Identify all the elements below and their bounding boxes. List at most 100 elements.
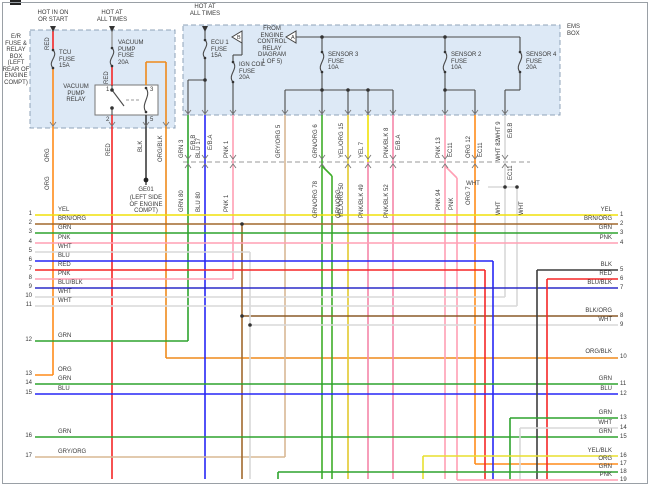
connector-chevron [501, 154, 509, 160]
connector-chevron [364, 109, 372, 115]
junction-dot [443, 88, 447, 92]
relay-coil [143, 87, 149, 113]
connector-chevron [471, 109, 479, 115]
ecu1-fuse-bottom-dot [203, 56, 207, 60]
wire-pnk-13-94 [444, 165, 458, 179]
ref-triangle-A [285, 30, 297, 44]
relay-pin-1: 1 [106, 87, 110, 93]
right-row-number-7: 7 [620, 285, 624, 291]
left-row-number-6: 6 [28, 257, 32, 263]
from-engine-control-label: FROM ENGINE CONTROL RELAY DIAGRAM 1 OF 5… [257, 26, 287, 65]
left-row-label-9: BLU/BLK [58, 280, 83, 286]
left-row-label-8: PNK [58, 271, 71, 277]
left-row-number-12: 12 [25, 337, 32, 343]
right-row-label-10: ORG/BLK [585, 349, 612, 355]
right-row-number-10: 10 [620, 354, 627, 360]
right-row-label-5: BLK [600, 262, 612, 268]
left-row-label-17: GRY/ORG [58, 449, 87, 455]
connector-chevron [318, 154, 326, 160]
left-row-number-17: 17 [25, 453, 32, 459]
junction-dot [443, 35, 447, 39]
right-row-label-3: GRN [598, 225, 612, 231]
left-row-number-4: 4 [28, 239, 32, 245]
left-row-label-3: GRN [58, 225, 72, 231]
tcu-fuse-top-dot [51, 48, 55, 52]
left-row-number-15: 15 [25, 390, 32, 396]
right-row-number-16: 16 [620, 453, 627, 459]
left-row-number-10: 10 [25, 293, 32, 299]
tcu-fuse [50, 49, 56, 69]
right-row-number-1: 1 [620, 212, 624, 218]
junction-dot [203, 78, 207, 82]
connector-chevron [389, 154, 397, 160]
left-row-label-2: BRN/ORG [58, 216, 87, 222]
left-row-number-11: 11 [25, 302, 32, 308]
right-row-number-19: 19 [620, 477, 627, 483]
right-row-label-4: PNK [599, 235, 612, 241]
connector-chevron [229, 109, 237, 115]
connector-chevron [501, 163, 509, 169]
ign-coil-fuse [230, 61, 236, 83]
connector-chevron [201, 154, 209, 160]
connector-chevron [344, 154, 352, 160]
left-row-label-6: BLU [58, 253, 70, 259]
junction-dot [240, 314, 244, 318]
vacuum-pump-fuse-top-dot [110, 46, 114, 50]
sensor2-fuse-top-dot [443, 50, 447, 54]
connector-chevron [364, 154, 372, 160]
right-row-number-9: 9 [620, 322, 624, 328]
right-row-label-15: GRN [598, 429, 612, 435]
connector-chevron [344, 163, 352, 169]
sensor4-fuse [517, 51, 523, 73]
right-row-number-18: 18 [620, 469, 627, 475]
left-row-number-13: 13 [25, 371, 32, 377]
junction-dot [240, 222, 244, 226]
feed-arrow [50, 26, 56, 32]
connector-chevron [184, 154, 192, 160]
left-row-number-3: 3 [28, 229, 32, 235]
right-row-label-6: RED [599, 271, 612, 277]
wire-grn-org-6-78 [321, 165, 333, 177]
ref-letter-A: A [291, 35, 295, 41]
ign-coil-fuse-label: IGN COIL FUSE 20A [239, 62, 266, 81]
relay-coil-bottom-dot [144, 110, 148, 114]
connector-chevron [471, 154, 479, 160]
connector-chevron [318, 163, 326, 169]
left-row-number-9: 9 [28, 284, 32, 290]
right-row-number-15: 15 [620, 434, 627, 440]
tcu-fuse-bottom-dot [51, 66, 55, 70]
ems-box-label: EMS BOX [567, 24, 581, 37]
left-row-label-1: YEL [58, 207, 70, 213]
sensor2-fuse-label: SENSOR 2 FUSE 10A [451, 52, 482, 71]
left-row-number-1: 1 [28, 211, 32, 217]
left-row-label-5: WHT [58, 244, 72, 250]
sensor3-fuse-bottom-dot [320, 70, 324, 74]
connector-chevron [142, 121, 150, 127]
ign-coil-fuse-top-dot [231, 60, 235, 64]
relay-pin-2: 2 [106, 117, 110, 123]
left-row-label-4: PNK [58, 235, 71, 241]
sensor4-fuse-bottom-dot [518, 70, 522, 74]
vacuum-pump-fuse [109, 47, 115, 67]
connector-chevron [441, 154, 449, 160]
connector-chevron [49, 121, 57, 127]
right-row-label-2: BRN/ORG [583, 216, 612, 222]
right-row-number-13: 13 [620, 415, 627, 421]
right-row-number-4: 4 [620, 240, 624, 246]
right-row-label-9: WHT [598, 317, 612, 323]
vacuum-pump-fuse-label: VACUUM PUMP FUSE 20A [118, 40, 144, 66]
right-row-label-18: GRN [598, 464, 612, 470]
ems-box [182, 24, 561, 116]
hot-at-all-times-label-1: HOT AT ALL TIMES [96, 10, 128, 23]
connector-chevron [441, 163, 449, 169]
sensor2-fuse [442, 51, 448, 73]
hot-in-on-label: HOT IN ON OR START [37, 10, 69, 23]
right-row-number-2: 2 [620, 221, 624, 227]
connector-chevron [344, 109, 352, 115]
right-row-number-14: 14 [620, 425, 627, 431]
connector-chevron [108, 121, 116, 127]
right-row-label-8: BLK/ORG [585, 308, 612, 314]
left-row-number-14: 14 [25, 380, 32, 386]
sensor3-fuse-top-dot [320, 50, 324, 54]
junction-dot [346, 88, 350, 92]
